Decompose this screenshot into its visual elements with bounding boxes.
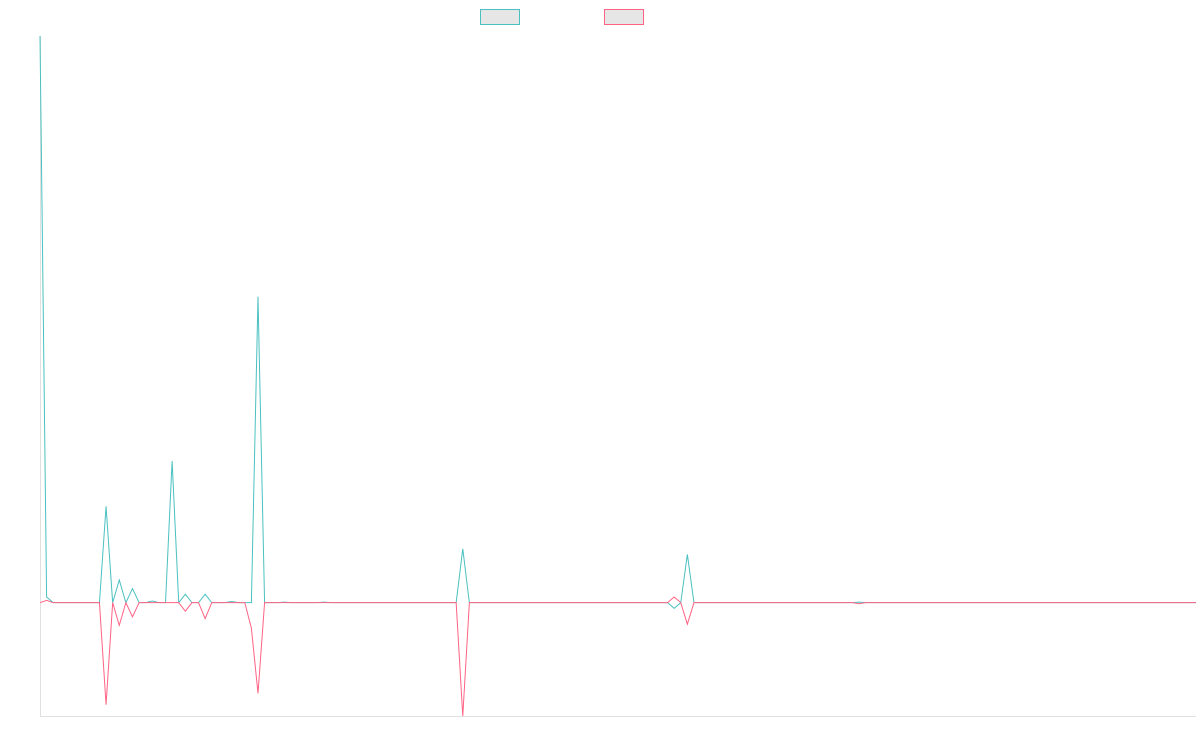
series-1-line[interactable] (39, 35, 1196, 609)
series-layer (39, 35, 1196, 717)
legend (0, 9, 1200, 27)
legend-swatch-series-2[interactable] (604, 9, 644, 25)
chart-axes (40, 36, 1196, 717)
legend-swatch-series-1[interactable] (480, 9, 520, 25)
series-2-line[interactable] (39, 596, 1196, 717)
